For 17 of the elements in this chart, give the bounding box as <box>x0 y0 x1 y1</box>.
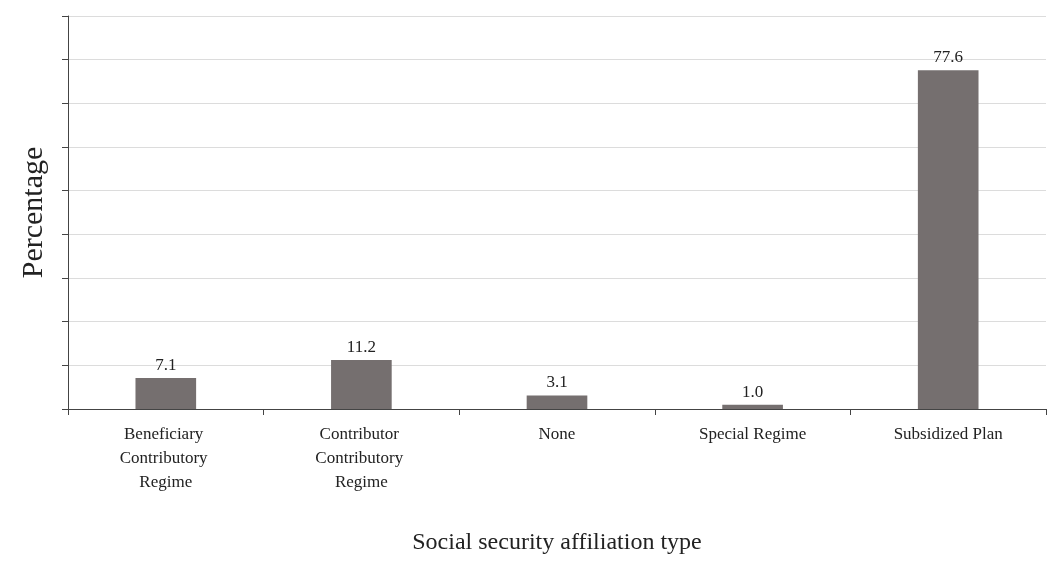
data-label: 77.6 <box>933 47 964 67</box>
x-tick-label: Beneficiary Contributory Regime <box>119 423 212 491</box>
y-axis-title: Percentage <box>14 146 48 279</box>
bar <box>135 378 197 409</box>
x-tick-label: None <box>538 423 576 443</box>
data-label: 3.1 <box>546 372 568 392</box>
bar <box>526 395 588 409</box>
data-label: 7.1 <box>155 355 177 374</box>
data-label: 1.0 <box>741 381 764 401</box>
bar <box>722 404 783 409</box>
bar <box>331 360 392 409</box>
x-tick-label: Subsidized Plan <box>893 423 1004 443</box>
bar <box>917 70 979 409</box>
data-label: 11.2 <box>346 337 376 357</box>
x-axis-title: Social security affiliation type <box>412 528 702 554</box>
x-tick-label: Contributor Contributory Regime <box>315 423 408 491</box>
x-tick-label: Special Regime <box>699 423 807 443</box>
